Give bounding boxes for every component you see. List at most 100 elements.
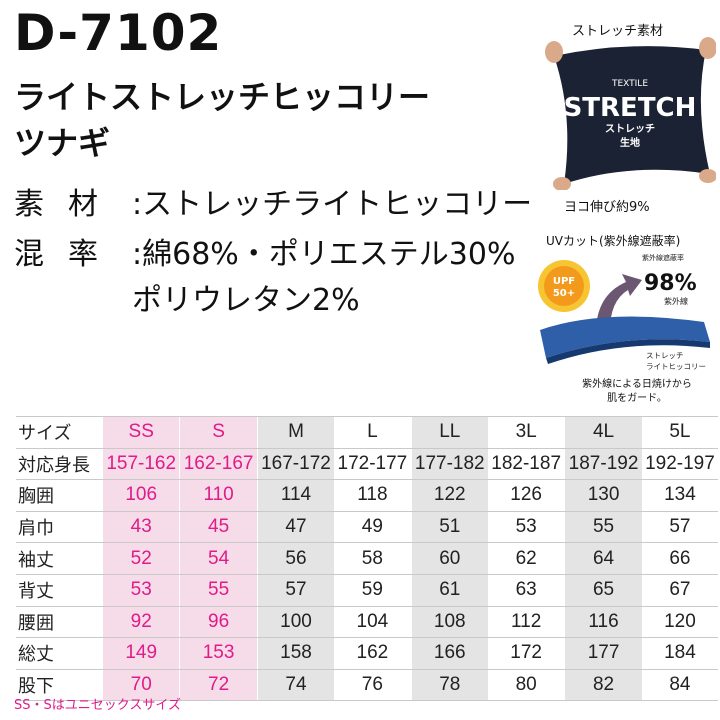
table-cell: 172-177 (334, 448, 412, 481)
row-label: 対応身長 (16, 448, 103, 481)
table-row: 総丈 149 153 158 162 166 172 177 184 (16, 637, 719, 670)
material-value: :ストレッチライトヒッコリー (132, 187, 533, 222)
uv-caption-line2: 肌をガード。 (607, 392, 667, 404)
uv-cut-graphic: UPF 50+ 紫外線遮蔽率 98% 紫外線 ストレッチ ライトヒッコリー (538, 253, 710, 371)
table-cell: 112 (487, 606, 565, 639)
size-header-cell: S (179, 416, 258, 449)
table-cell: 62 (487, 542, 565, 575)
stretch-title: ストレッチ素材 (572, 24, 664, 39)
table-cell: 54 (179, 542, 258, 575)
table-cell: 55 (564, 511, 642, 544)
stretch-caption: ヨコ伸び約9% (564, 200, 650, 215)
size-header-cell: L (334, 416, 412, 449)
material-label-2: 材 (68, 187, 98, 222)
material-spec: 素材 :ストレッチライトヒッコリー (14, 188, 532, 221)
mix-spec: 混率:綿68%・ポリエステル30% (14, 238, 515, 271)
table-cell: 153 (179, 637, 258, 670)
table-cell: 177-182 (410, 448, 488, 481)
row-label: サイズ (16, 416, 103, 449)
mix-label-2: 率 (68, 237, 98, 272)
table-cell: 182-187 (487, 448, 565, 481)
table-cell: 53 (487, 511, 565, 544)
table-cell: 65 (564, 574, 642, 607)
table-cell: 78 (410, 669, 488, 702)
table-cell: 63 (487, 574, 565, 607)
mix-label-1: 混 (14, 237, 44, 272)
table-cell: 157-162 (101, 448, 180, 481)
table-cell: 126 (487, 479, 565, 512)
row-label: 袖丈 (16, 542, 103, 575)
size-table-body: サイズ SS S M L LL 3L 4L 5L 対応身長 157-162 162-167 167-17… (16, 416, 719, 702)
table-row: 対応身長 157-162 162-167 167-172 172-177 177-182 1… (16, 448, 719, 481)
uv-caption-line1: 紫外線による日焼けから (582, 379, 692, 390)
table-cell: 76 (334, 669, 412, 702)
row-label: 背丈 (16, 574, 103, 607)
sun-icon: UPF 50+ (538, 260, 590, 312)
stretch-fabric-image: TEXTILE STRETCH ストレッチ 生地 (545, 37, 716, 190)
uv-title: UVカット(紫外線遮蔽率) (546, 234, 681, 248)
size-table: サイズ SS S M L LL 3L 4L 5L 対応身長 157-162 162-167 167-17… (16, 416, 719, 702)
table-row: 袖丈 52 54 56 58 60 62 64 66 (16, 542, 719, 575)
uv-fabric-label-2: ライトヒッコリー (646, 362, 706, 371)
table-cell: 96 (179, 606, 258, 639)
table-cell: 106 (101, 479, 180, 512)
table-row: 股下 70 72 74 76 78 80 82 84 (16, 669, 719, 702)
table-cell: 118 (334, 479, 412, 512)
table-cell: 70 (101, 669, 180, 702)
print-kiji: 生地 (620, 136, 640, 149)
print-textile: TEXTILE (611, 79, 648, 89)
table-cell: 55 (179, 574, 258, 607)
table-cell: 184 (641, 637, 719, 670)
table-cell: 162-167 (179, 448, 258, 481)
table-cell: 114 (256, 479, 335, 512)
table-cell: 130 (564, 479, 642, 512)
table-cell: 82 (564, 669, 642, 702)
uv-rate-value: 98% (644, 271, 697, 296)
table-row: 肩巾 43 45 47 49 51 53 55 57 (16, 511, 719, 544)
table-cell: 66 (641, 542, 719, 575)
table-row: 背丈 53 55 57 59 61 63 65 67 (16, 574, 719, 607)
table-cell: 158 (256, 637, 335, 670)
table-cell: 60 (410, 542, 488, 575)
product-name-line1: ライトストレッチヒッコリー (14, 78, 431, 116)
row-label: 股下 (16, 669, 103, 702)
table-cell: 84 (641, 669, 719, 702)
size-header-cell: M (256, 416, 335, 449)
product-code: D-7102 (14, 4, 223, 62)
upf-label: UPF (553, 276, 575, 287)
table-row: 腰囲 92 96 100 104 108 112 116 120 (16, 606, 719, 639)
table-cell: 47 (256, 511, 335, 544)
uv-ray-label: 紫外線 (664, 296, 688, 306)
table-cell: 104 (334, 606, 412, 639)
table-cell: 74 (256, 669, 335, 702)
table-row: サイズ SS S M L LL 3L 4L 5L (16, 416, 719, 449)
table-row: 胸囲 106 110 114 118 122 126 130 134 (16, 479, 719, 512)
print-stretch: STRETCH (564, 93, 697, 123)
table-cell: 53 (101, 574, 180, 607)
table-cell: 57 (256, 574, 335, 607)
table-cell: 177 (564, 637, 642, 670)
table-cell: 51 (410, 511, 488, 544)
size-header-cell: 3L (487, 416, 565, 449)
table-cell: 149 (101, 637, 180, 670)
table-cell: 52 (101, 542, 180, 575)
table-cell: 122 (410, 479, 488, 512)
fabric-layer-icon (540, 316, 710, 358)
size-header-cell: LL (410, 416, 488, 449)
table-cell: 187-192 (564, 448, 642, 481)
table-cell: 43 (101, 511, 180, 544)
uv-caption: 紫外線による日焼けから 肌をガード。 (572, 378, 702, 405)
table-cell: 57 (641, 511, 719, 544)
table-cell: 162 (334, 637, 412, 670)
uv-fabric-label-1: ストレッチ (646, 351, 684, 360)
table-cell: 172 (487, 637, 565, 670)
product-name-line2: ツナギ (14, 124, 111, 162)
row-label: 総丈 (16, 637, 103, 670)
print-stretch-jp: ストレッチ (605, 123, 655, 135)
table-cell: 80 (487, 669, 565, 702)
table-cell: 100 (256, 606, 335, 639)
material-label-1: 素 (14, 187, 44, 222)
table-cell: 59 (334, 574, 412, 607)
size-header-cell: SS (101, 416, 180, 449)
table-cell: 58 (334, 542, 412, 575)
